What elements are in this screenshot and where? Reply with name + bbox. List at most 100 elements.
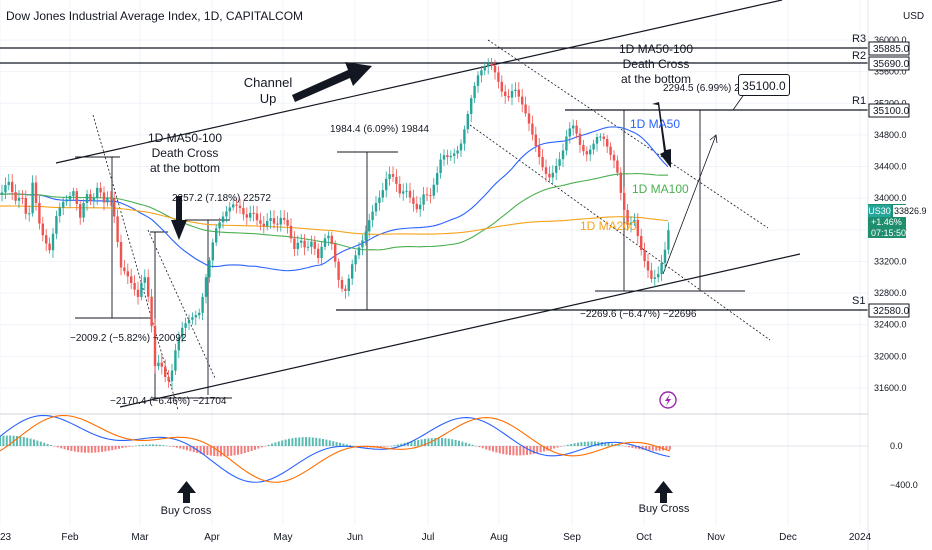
candle-body: [147, 277, 150, 297]
candle-body: [323, 238, 327, 247]
candle-body: [660, 262, 663, 275]
macd-histogram-bar: [580, 442, 583, 446]
macd-histogram-bar: [488, 446, 491, 451]
macd-histogram-bar: [179, 446, 182, 449]
candle-body: [174, 350, 177, 371]
candle-body: [616, 160, 619, 173]
macd-histogram-bar: [257, 446, 260, 449]
candle-body: [45, 235, 48, 244]
candle-body: [221, 216, 225, 223]
candle-body: [524, 104, 527, 114]
time-scale[interactable]: 2023 Feb Mar Apr May Jun Jul Aug Sep Oct Nov Dec 202…: [0, 532, 872, 543]
candle-body: [442, 155, 446, 160]
candle-body: [289, 225, 293, 239]
macd-histogram-bar: [648, 446, 651, 451]
time-tick-label: Mar: [131, 532, 149, 543]
candle-body: [490, 63, 493, 66]
channel-label-line-1: Channel: [244, 75, 293, 90]
macd-histogram-bar: [138, 445, 141, 446]
macd-histogram-bar: [80, 446, 83, 453]
buy-cross-label-1: Buy Cross: [161, 505, 212, 517]
candle-body: [238, 205, 242, 208]
currency-label[interactable]: USD: [903, 11, 925, 22]
measure-1-label: −2009.2 (−5.82%) −20092: [70, 333, 187, 344]
candle-body: [561, 150, 565, 160]
candle-body: [527, 113, 531, 124]
macd-histogram-bar: [628, 446, 630, 448]
candle-body: [466, 113, 469, 130]
macd-histogram-bar: [468, 443, 471, 446]
macd-histogram-bar: [298, 437, 301, 446]
candle-body: [79, 203, 82, 218]
candle-body: [429, 195, 432, 197]
macd-histogram-bar: [230, 446, 233, 456]
candle-body: [544, 167, 548, 174]
death-cross-arrow-2: [652, 102, 671, 168]
death-cross-2-line-3: at the bottom: [621, 72, 691, 86]
candle-body: [657, 274, 660, 278]
time-tick-label: Oct: [636, 532, 652, 543]
ma200-label: 1D MA200: [580, 219, 637, 233]
macd-pane: [0, 414, 868, 483]
candle-body: [204, 277, 208, 297]
candle-body: [279, 217, 282, 225]
macd-histogram-bar: [22, 437, 25, 446]
macd-histogram-bar: [158, 444, 161, 446]
candle-body: [650, 270, 653, 279]
macd-histogram-bar: [165, 445, 168, 447]
macd-histogram-bar: [458, 440, 460, 446]
candle-body: [170, 370, 174, 382]
level-r3-name: R3: [852, 33, 866, 45]
candle-body: [38, 202, 41, 224]
macd-histogram-bar: [668, 446, 671, 450]
macd-histogram-bar: [305, 437, 307, 446]
macd-histogram-bar: [328, 440, 331, 446]
macd-histogram-bar: [26, 437, 29, 446]
macd-histogram-bar: [213, 446, 216, 457]
macd-histogram-bar: [19, 436, 22, 446]
dotted-trend-3: [487, 39, 769, 229]
macd-histogram-bar: [43, 442, 46, 446]
candle-body: [211, 242, 214, 261]
candle-body: [82, 202, 85, 218]
macd-histogram-bar: [451, 439, 454, 446]
candle-body: [378, 197, 381, 203]
candle-body: [473, 85, 476, 99]
macd-histogram-bar: [186, 446, 188, 451]
macd-histogram-bar: [240, 446, 243, 454]
candle-body: [487, 63, 490, 67]
candle-body: [453, 153, 456, 156]
candle-body: [368, 220, 371, 232]
macd-histogram-bar: [271, 443, 273, 446]
candle-body: [300, 240, 303, 243]
candle-body: [514, 89, 517, 91]
level-r3-value: 35885.0: [873, 44, 910, 55]
macd-histogram-bar: [16, 435, 18, 446]
macd-histogram-bar: [539, 446, 542, 453]
level-r2-name: R2: [852, 50, 866, 62]
candle-body: [164, 366, 167, 377]
time-tick-label: Jun: [347, 532, 363, 543]
time-tick-label: 2024: [849, 532, 872, 543]
candle-body: [340, 279, 344, 289]
macd-histogram-bar: [519, 446, 522, 456]
candle-body: [310, 241, 313, 247]
candle-body: [167, 376, 170, 382]
candle-body: [306, 246, 310, 248]
time-tick-label: Feb: [61, 532, 79, 543]
macd-histogram-bar: [192, 446, 195, 453]
candle-body: [160, 362, 163, 367]
candle-body: [507, 96, 510, 98]
macd-histogram-bar: [478, 446, 481, 448]
macd-histogram-bar: [101, 446, 103, 452]
macd-histogram-bar: [264, 446, 267, 447]
candle-body: [357, 247, 361, 256]
candle-body: [313, 241, 316, 249]
candle-body: [415, 203, 418, 210]
candle-body: [599, 136, 602, 138]
measure-bracket-6: [665, 109, 745, 291]
lightning-icon[interactable]: [659, 391, 677, 409]
dotted-trend-4: [469, 124, 771, 341]
candle-body: [55, 216, 58, 234]
